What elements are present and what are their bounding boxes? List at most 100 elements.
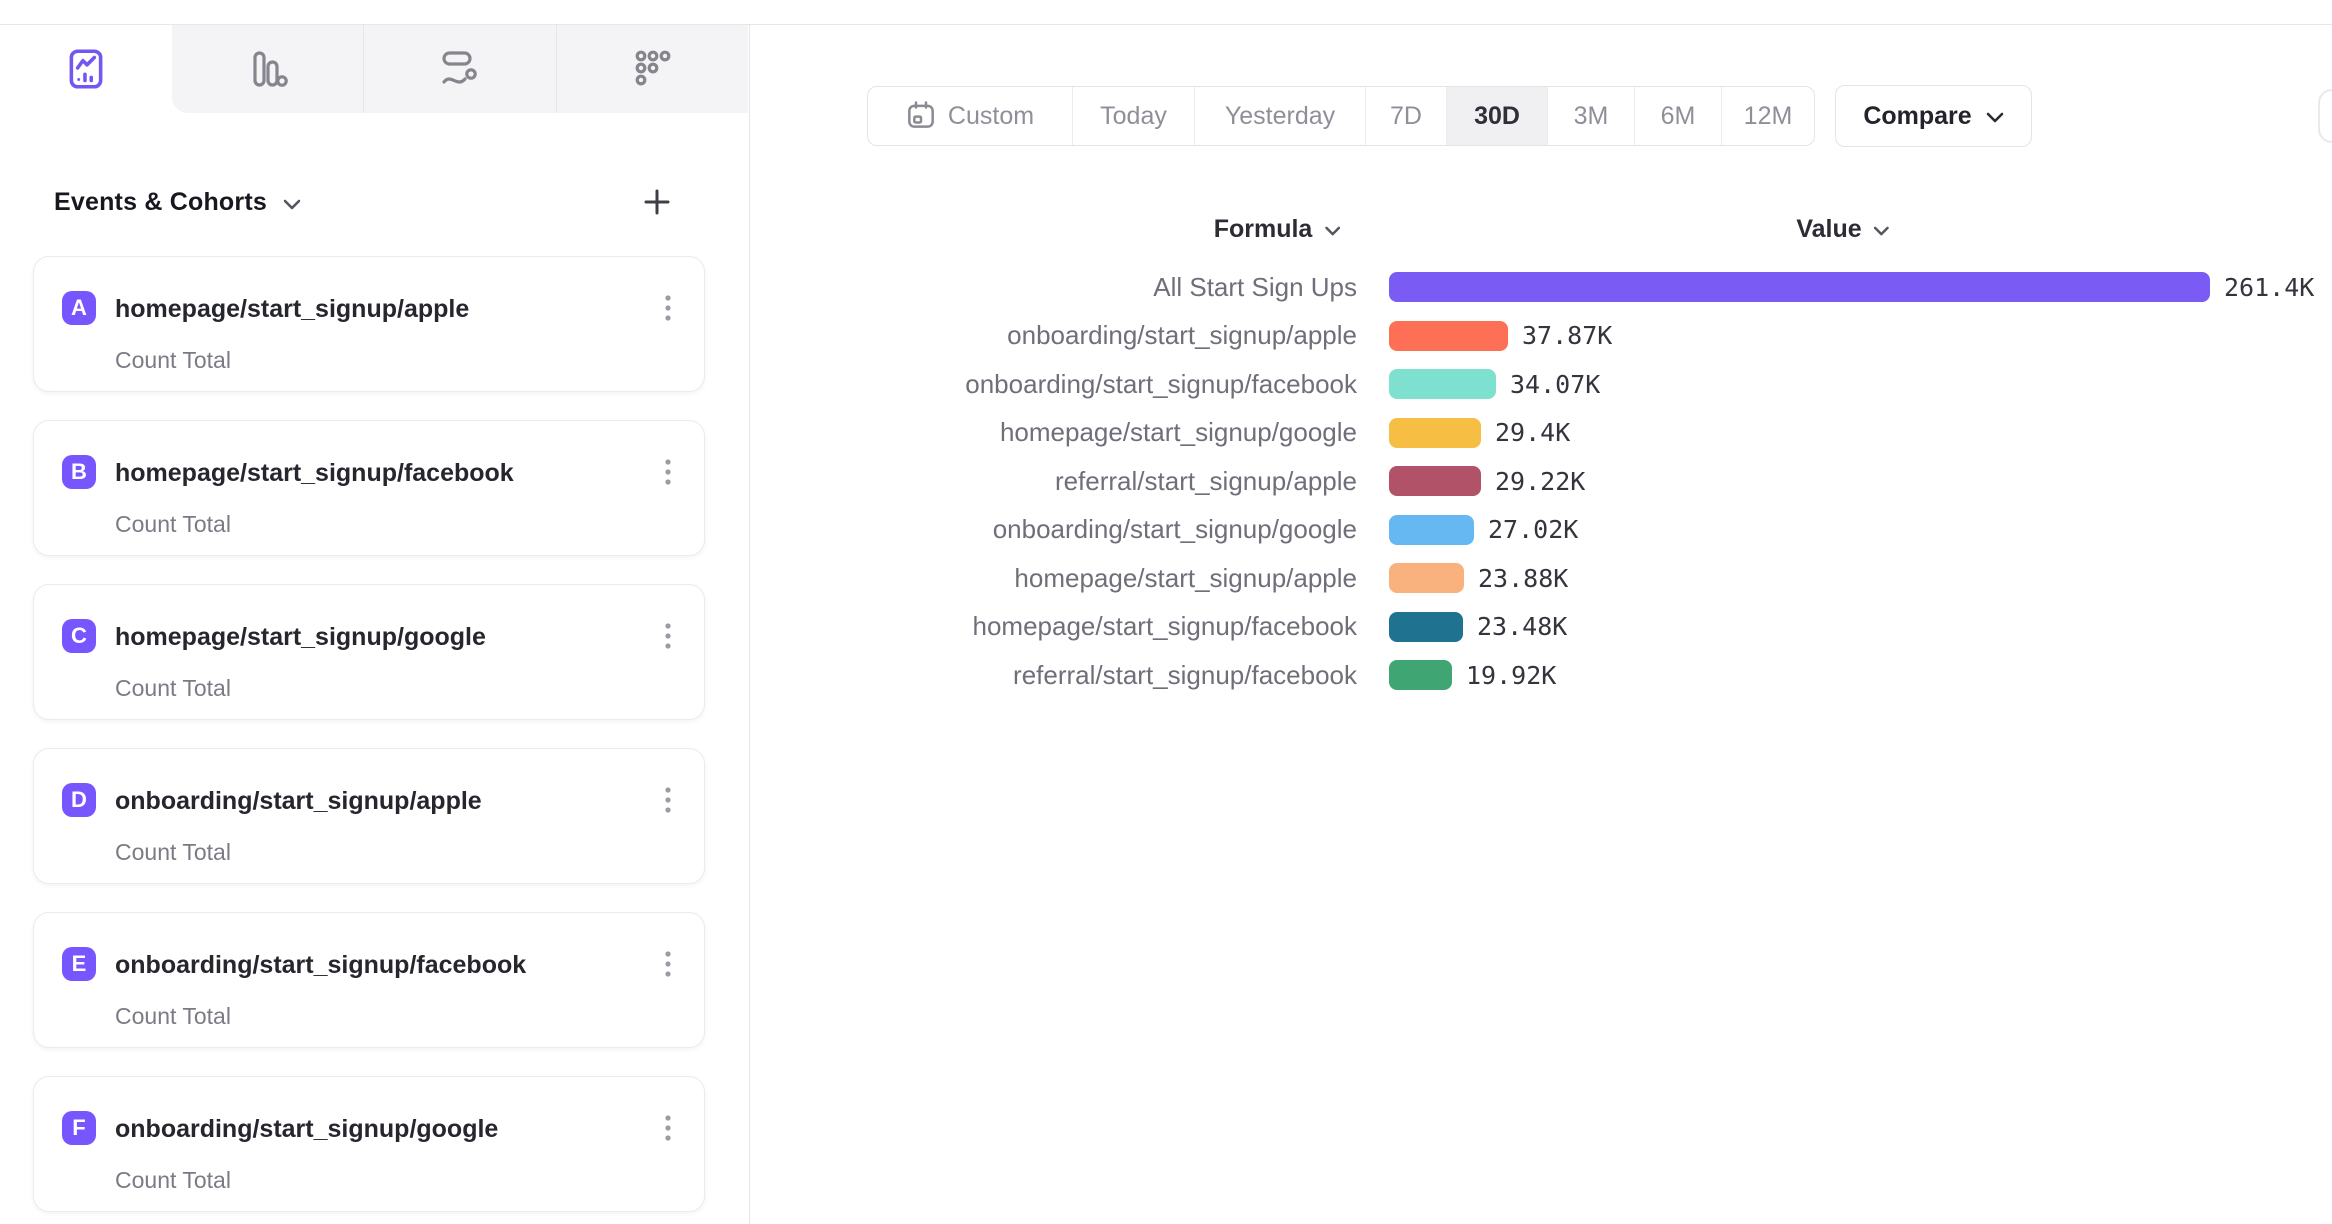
event-aggregation[interactable]: Count Total	[115, 511, 231, 537]
kebab-icon	[665, 950, 671, 978]
kebab-icon	[665, 458, 671, 486]
sidebar-divider	[749, 25, 750, 1224]
series-value: 23.48K	[1477, 612, 1568, 641]
date-range-6m[interactable]: 6M	[1634, 87, 1721, 145]
formula-header-label: Formula	[1213, 214, 1313, 243]
formula-column-header[interactable]: Formula	[1214, 206, 1341, 252]
date-range-30d-selected[interactable]: 30D	[1446, 87, 1547, 145]
event-title: onboarding/start_signup/google	[115, 1115, 499, 1143]
bar-report-icon	[246, 47, 290, 91]
series-value: 19.92K	[1466, 660, 1557, 690]
event-badge: D	[62, 783, 96, 817]
insights-line-chart-icon	[63, 46, 109, 92]
series-label: homepage/start_signup/google	[999, 417, 1357, 447]
event-title: homepage/start_signup/facebook	[115, 459, 514, 487]
bar[interactable]	[1389, 563, 1464, 593]
event-aggregation[interactable]: Count Total	[115, 675, 231, 701]
event-badge: A	[62, 291, 96, 325]
date-range-label: Today	[1100, 101, 1167, 130]
event-menu-button[interactable]	[658, 1111, 678, 1145]
event-menu-button[interactable]	[658, 291, 678, 325]
chart-row: homepage/start_signup/apple 23.88K	[750, 554, 2330, 602]
series-label: referral/start_signup/facebook	[1013, 659, 1357, 690]
series-value: 37.87K	[1522, 321, 1613, 350]
tab-insights[interactable]	[0, 25, 172, 113]
event-menu-button[interactable]	[658, 783, 678, 817]
date-range-12m[interactable]: 12M	[1721, 87, 1814, 145]
event-badge: B	[62, 455, 96, 489]
event-card[interactable]: A homepage/start_signup/apple Count Tota…	[33, 256, 705, 392]
events-cohorts-title[interactable]: Events & Cohorts	[54, 187, 267, 216]
compare-label: Compare	[1863, 101, 1972, 130]
chart-row: homepage/start_signup/facebook 23.48K	[750, 603, 2330, 651]
date-range-label: 3M	[1573, 101, 1609, 130]
bar[interactable]	[1389, 272, 2210, 302]
event-card[interactable]: D onboarding/start_signup/apple Count To…	[33, 748, 705, 884]
compare-button[interactable]: Compare	[1835, 85, 2032, 147]
event-aggregation[interactable]: Count Total	[115, 347, 231, 373]
event-badge: F	[62, 1111, 96, 1145]
date-range-today[interactable]: Today	[1072, 87, 1194, 145]
event-menu-button[interactable]	[658, 947, 678, 981]
report-type-tabstrip	[0, 25, 749, 113]
event-aggregation[interactable]: Count Total	[115, 1167, 231, 1193]
chevron-down-icon	[1324, 226, 1340, 235]
bar[interactable]	[1389, 514, 1474, 545]
series-value: 34.07K	[1510, 369, 1601, 399]
series-value: 261.4K	[2224, 272, 2315, 302]
tab-flows[interactable]	[363, 25, 555, 113]
add-event-button[interactable]	[640, 185, 674, 219]
series-value: 29.22K	[1495, 466, 1586, 496]
series-label: All Start Sign Ups	[1153, 271, 1357, 302]
date-range-label: Custom	[947, 101, 1035, 130]
bar[interactable]	[1389, 611, 1463, 642]
chart-row: All Start Sign Ups 261.4K	[750, 263, 2330, 311]
series-label: referral/start_signup/apple	[1054, 465, 1357, 496]
date-range-yesterday[interactable]: Yesterday	[1194, 87, 1365, 145]
chart-row: onboarding/start_signup/apple 37.87K	[750, 312, 2330, 360]
bar[interactable]	[1389, 417, 1481, 448]
bar[interactable]	[1389, 320, 1508, 351]
report-canvas: Custom Today Yesterday 7D 30D 3M 6M 12M …	[750, 0, 2332, 1224]
event-aggregation[interactable]: Count Total	[115, 839, 231, 865]
event-menu-button[interactable]	[658, 455, 678, 489]
event-card[interactable]: E onboarding/start_signup/facebook Count…	[33, 912, 705, 1048]
event-card[interactable]: B homepage/start_signup/facebook Count T…	[33, 420, 705, 556]
clipped-edge-button[interactable]	[2318, 89, 2332, 143]
events-cohorts-header: Events & Cohorts	[54, 180, 704, 224]
kebab-icon	[665, 1114, 671, 1142]
date-range-7d[interactable]: 7D	[1365, 87, 1446, 145]
chart-row: onboarding/start_signup/google 27.02K	[750, 506, 2330, 554]
date-range-3m[interactable]: 3M	[1547, 87, 1634, 145]
tab-strip-background	[172, 25, 748, 113]
event-menu-button[interactable]	[658, 619, 678, 653]
chevron-down-icon	[1986, 112, 2003, 122]
tab-retention[interactable]	[555, 25, 748, 113]
bar[interactable]	[1389, 369, 1496, 399]
event-badge: E	[62, 947, 96, 981]
series-label: onboarding/start_signup/facebook	[965, 368, 1357, 399]
bar[interactable]	[1389, 466, 1481, 496]
tab-bar-report[interactable]	[172, 25, 363, 113]
series-value: 27.02K	[1488, 515, 1579, 544]
date-range-custom[interactable]: Custom	[868, 87, 1072, 145]
series-value: 29.4K	[1495, 418, 1571, 447]
series-label: homepage/start_signup/facebook	[972, 611, 1358, 641]
event-card[interactable]: C homepage/start_signup/google Count Tot…	[33, 584, 705, 720]
event-card[interactable]: F onboarding/start_signup/google Count T…	[33, 1076, 705, 1212]
date-range-label: 30D	[1474, 101, 1520, 130]
chart-row: referral/start_signup/facebook 19.92K	[750, 651, 2330, 699]
bar[interactable]	[1389, 660, 1452, 690]
chevron-down-icon[interactable]	[283, 199, 301, 210]
plus-icon	[642, 187, 672, 217]
series-value: 23.88K	[1478, 563, 1569, 593]
series-label: onboarding/start_signup/google	[992, 514, 1357, 544]
kebab-icon	[665, 622, 671, 650]
kebab-icon	[665, 786, 671, 814]
value-header-label: Value	[1796, 214, 1862, 243]
value-column-header[interactable]: Value	[1796, 206, 1890, 252]
event-aggregation[interactable]: Count Total	[115, 1003, 231, 1029]
date-range-label: 12M	[1743, 101, 1793, 130]
retention-dots-icon	[630, 47, 674, 91]
chevron-down-icon	[1874, 226, 1890, 235]
